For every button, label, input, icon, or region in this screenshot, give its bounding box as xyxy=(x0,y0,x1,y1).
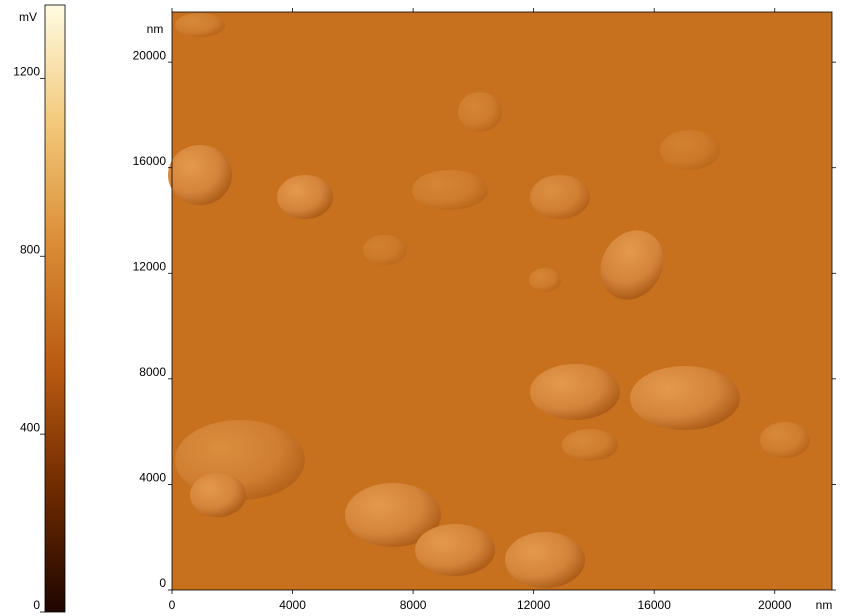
afm-chart: mV nm nm 0400800120004000800012000160002… xyxy=(0,0,842,616)
x-tick-label: 4000 xyxy=(279,598,306,612)
y-axis-label: nm xyxy=(147,22,164,36)
y-tick-label: 16000 xyxy=(133,154,167,168)
colorbar-label: mV xyxy=(19,10,37,24)
colorbar-tick-label: 0 xyxy=(33,598,40,612)
x-tick-label: 16000 xyxy=(638,598,672,612)
colorbar-tick-label: 800 xyxy=(20,242,40,256)
y-tick-label: 12000 xyxy=(133,259,167,273)
y-tick-label: 4000 xyxy=(139,471,166,485)
colorbar-tick-label: 400 xyxy=(20,420,40,434)
x-tick-label: 12000 xyxy=(517,598,551,612)
afm-image xyxy=(172,12,832,590)
colorbar-tick-label: 1200 xyxy=(13,65,40,79)
x-tick-label: 0 xyxy=(169,598,176,612)
y-tick-label: 0 xyxy=(159,576,166,590)
x-tick-label: 8000 xyxy=(400,598,427,612)
y-tick-label: 8000 xyxy=(139,365,166,379)
colorbar xyxy=(45,5,65,612)
x-axis-label: nm xyxy=(816,598,833,612)
x-tick-label: 20000 xyxy=(758,598,792,612)
y-tick-label: 20000 xyxy=(133,48,167,62)
